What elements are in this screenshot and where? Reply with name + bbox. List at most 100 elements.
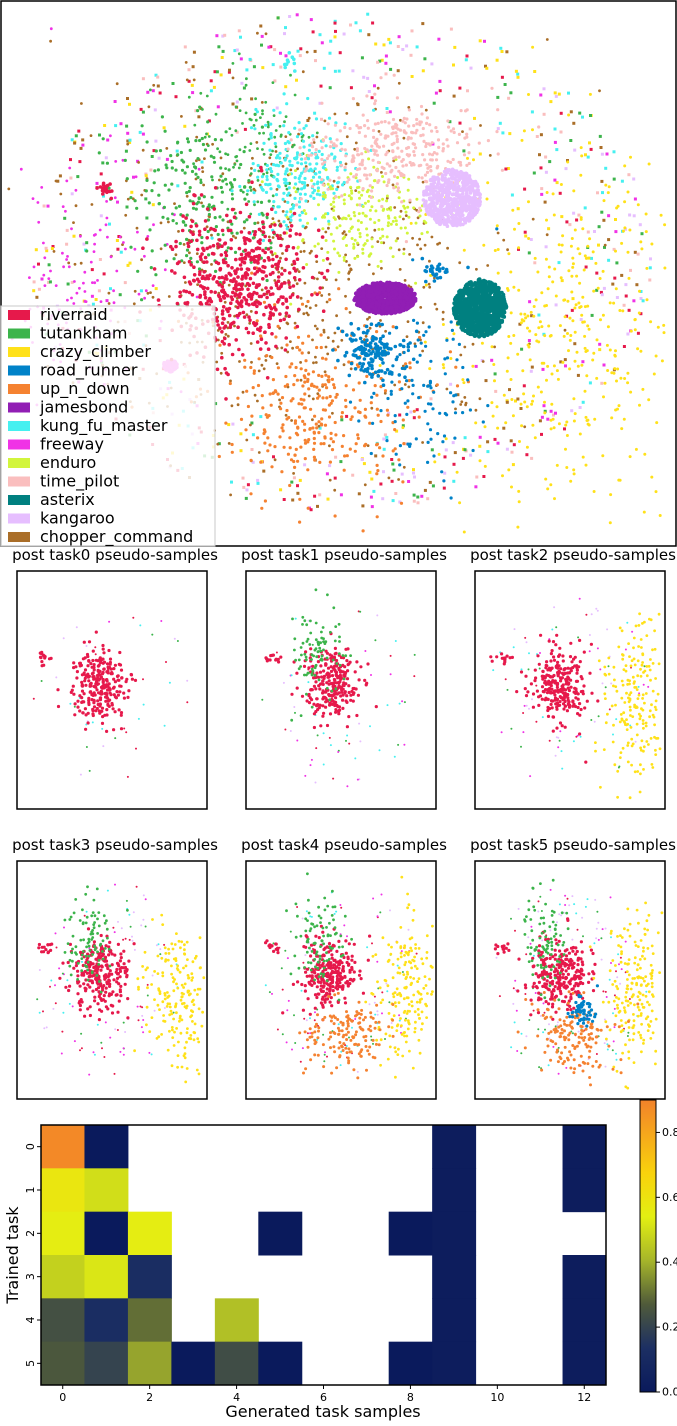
point [485, 197, 489, 201]
point [342, 434, 346, 438]
point [243, 358, 247, 362]
point [227, 442, 231, 445]
point [227, 168, 231, 172]
point [331, 348, 335, 352]
point [378, 446, 382, 450]
point [303, 169, 307, 173]
point [441, 363, 445, 367]
point [471, 342, 475, 346]
point [325, 300, 329, 304]
point [478, 196, 482, 200]
point [305, 311, 309, 315]
point [650, 475, 654, 479]
point [221, 305, 226, 309]
point [446, 187, 450, 192]
point [463, 396, 467, 399]
point [307, 387, 311, 391]
point [279, 401, 283, 405]
point [114, 124, 118, 128]
point [286, 200, 290, 204]
point [401, 338, 406, 343]
point [373, 102, 377, 106]
point [75, 291, 79, 295]
point [264, 341, 268, 345]
point [359, 221, 363, 224]
point [147, 105, 151, 109]
point [253, 393, 257, 397]
point [519, 312, 523, 316]
point [475, 267, 478, 271]
point [405, 379, 409, 383]
point [402, 247, 406, 251]
point [418, 237, 421, 241]
point [239, 57, 243, 61]
point [353, 238, 357, 242]
point [253, 230, 258, 234]
point [220, 312, 225, 316]
point [266, 183, 270, 187]
point [318, 286, 323, 290]
point [441, 323, 445, 326]
point [200, 285, 205, 289]
point [368, 470, 372, 474]
point [269, 403, 273, 407]
point [247, 238, 251, 242]
point [435, 307, 439, 311]
point [406, 320, 410, 323]
point [601, 313, 605, 317]
point [313, 167, 317, 171]
point [229, 246, 233, 251]
point [269, 122, 273, 126]
point [249, 142, 253, 146]
point [405, 231, 409, 235]
point [133, 247, 137, 251]
point [429, 169, 433, 173]
point [260, 269, 264, 274]
point [347, 373, 352, 378]
point [511, 463, 515, 467]
point [284, 374, 288, 379]
point [262, 367, 266, 371]
point [136, 269, 140, 273]
point [333, 217, 337, 221]
point [448, 120, 452, 124]
point [425, 170, 430, 174]
point [353, 256, 357, 260]
point [381, 234, 385, 238]
point [399, 226, 403, 230]
point [246, 404, 250, 409]
point [262, 292, 267, 297]
point [241, 390, 245, 394]
point [263, 499, 267, 503]
point [648, 266, 652, 270]
point [441, 310, 445, 314]
point [253, 300, 258, 305]
point [345, 135, 349, 139]
point [296, 335, 301, 339]
point [134, 175, 138, 179]
point [620, 427, 624, 431]
point [544, 245, 548, 249]
point [564, 167, 568, 171]
point [271, 149, 274, 153]
point [344, 253, 347, 257]
point [557, 261, 561, 265]
point [186, 241, 190, 246]
point [109, 255, 113, 259]
point [388, 246, 392, 250]
point [301, 239, 305, 243]
point [645, 266, 649, 270]
point [256, 179, 260, 182]
point [419, 341, 423, 345]
point [317, 394, 321, 398]
point [312, 141, 316, 144]
point [421, 22, 425, 26]
point [292, 276, 297, 280]
point [163, 268, 167, 272]
point [375, 349, 379, 353]
point [317, 149, 321, 153]
point [280, 396, 285, 400]
point [478, 202, 482, 207]
point [398, 500, 402, 504]
point [230, 404, 234, 408]
